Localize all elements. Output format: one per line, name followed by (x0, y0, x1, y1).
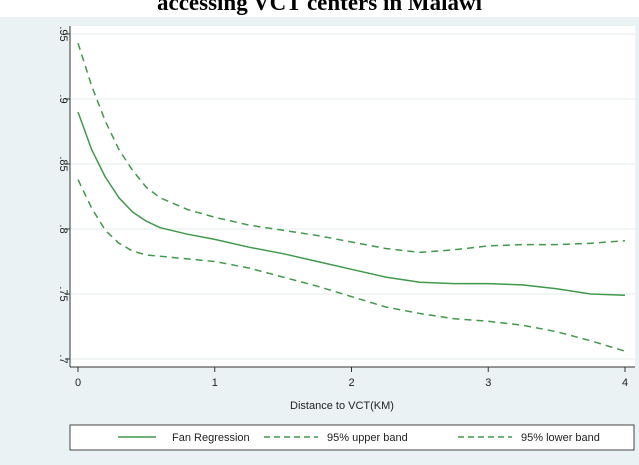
tick-labels: .7 .75 .8 .85 .9 .95 0 1 2 3 4 (57, 26, 628, 389)
legend-label-lower-band: 95% lower band (521, 432, 600, 444)
series-fan-regression (77, 111, 626, 297)
x-tick-label-2: 2 (348, 377, 354, 389)
legend-label-upper-band: 95% upper band (327, 432, 408, 444)
y-tick-label-5: .95 (57, 26, 69, 41)
series-layer (77, 42, 626, 352)
x-tick-label-4: 4 (622, 377, 628, 389)
x-tick-label-0: 0 (75, 377, 81, 389)
chart-title: accessing VCT centers in Malawi (0, 0, 639, 17)
legend-label-fan-regression: Fan Regression (172, 432, 250, 444)
x-tick-label-1: 1 (212, 377, 218, 389)
y-tick-label-0: .7 (57, 354, 69, 363)
y-tick-label-1: .75 (57, 286, 69, 301)
y-tick-label-4: .9 (57, 94, 69, 103)
plot-area (70, 26, 635, 367)
x-axis-label: Distance to VCT(KM) (290, 400, 394, 412)
y-tick-label-2: .8 (57, 224, 69, 233)
legend-box (69, 424, 635, 451)
axes (65, 26, 635, 372)
y-tick-label-3: .85 (57, 156, 69, 171)
series-lower-band (77, 179, 626, 352)
x-tick-label-3: 3 (485, 377, 491, 389)
legend: Fan Regression 95% upper band 95% lower … (69, 424, 635, 451)
series-upper-band (77, 42, 626, 254)
